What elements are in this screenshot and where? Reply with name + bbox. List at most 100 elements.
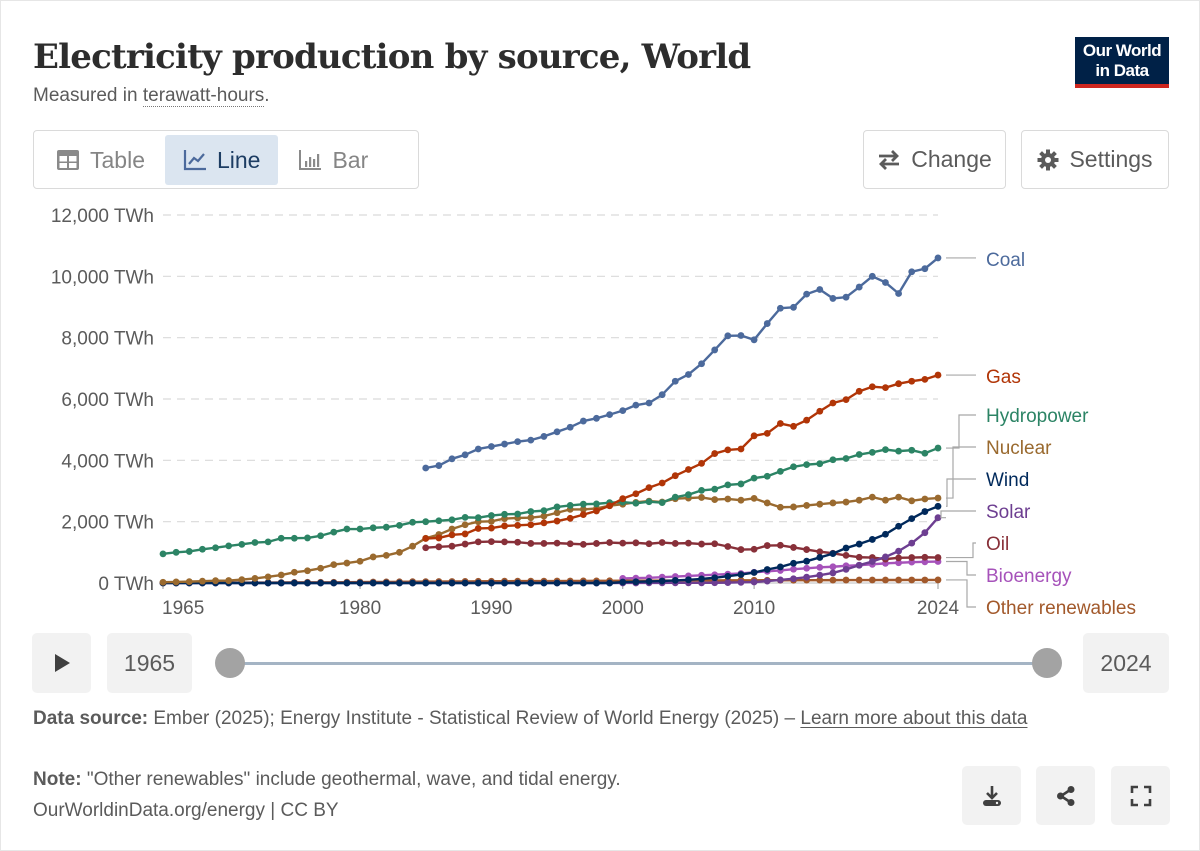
fullscreen-icon: [1130, 785, 1151, 806]
y-tick-label: 0 TWh: [98, 574, 154, 595]
data-point: [829, 456, 837, 464]
data-point: [868, 558, 876, 565]
series-gas[interactable]: [422, 371, 942, 542]
legend-connector: [946, 542, 976, 559]
series-coal[interactable]: [422, 254, 942, 472]
legend-label-oil[interactable]: Oil: [986, 534, 1009, 555]
data-point: [685, 491, 692, 499]
data-point: [685, 576, 692, 584]
data-point: [514, 538, 522, 546]
data-point: [711, 346, 719, 354]
owid-logo[interactable]: Our World in Data: [1075, 37, 1169, 88]
data-point: [855, 283, 863, 291]
learn-more-link[interactable]: Learn more about this data: [800, 708, 1028, 729]
legend-label-hydropower[interactable]: Hydropower: [986, 406, 1089, 427]
legend-label-nuclear[interactable]: Nuclear: [986, 438, 1052, 459]
timeline-start-handle[interactable]: [215, 648, 245, 678]
data-point: [658, 391, 666, 399]
data-point: [698, 486, 705, 494]
data-point: [750, 569, 758, 576]
series-oil[interactable]: [422, 538, 942, 563]
data-point: [750, 474, 758, 482]
data-point: [724, 481, 732, 489]
data-source: Data source: Ember (2025); Energy Instit…: [33, 707, 1143, 731]
timeline-track[interactable]: [229, 662, 1047, 665]
data-point: [842, 396, 850, 404]
data-point: [619, 495, 627, 503]
data-point: [671, 540, 679, 547]
data-point: [816, 571, 824, 579]
tab-line[interactable]: Line: [164, 135, 279, 185]
data-point: [685, 371, 692, 378]
data-point: [803, 290, 811, 298]
data-point: [422, 535, 430, 542]
start-year-label[interactable]: 1965: [107, 633, 192, 693]
fullscreen-button[interactable]: [1111, 766, 1170, 825]
data-point: [895, 522, 902, 530]
data-point: [895, 290, 902, 297]
data-point: [356, 579, 364, 587]
legend-label-gas[interactable]: Gas: [986, 367, 1021, 388]
x-tick-label: 1990: [470, 598, 512, 619]
data-point: [527, 436, 535, 444]
data-point: [855, 576, 863, 584]
line-chart: 0 TWh 2,000 TWh 4,000 TWh 6,000 TWh 8,000 TW…: [51, 206, 1136, 619]
view-tabs: Table Line Bar: [33, 130, 419, 189]
data-point: [776, 467, 784, 475]
data-point: [435, 579, 443, 587]
data-point: [921, 449, 929, 457]
timeline-end-handle[interactable]: [1032, 648, 1062, 678]
data-point: [816, 548, 824, 556]
tab-bar[interactable]: Bar: [280, 135, 386, 185]
data-point: [842, 565, 850, 573]
data-point: [829, 576, 837, 584]
data-point: [606, 579, 614, 587]
data-point: [185, 548, 193, 555]
data-point: [435, 543, 443, 551]
unit-link[interactable]: terawatt-hours: [142, 85, 265, 107]
end-year-label[interactable]: 2024: [1083, 633, 1169, 693]
data-point: [212, 544, 219, 552]
data-point: [304, 579, 311, 587]
data-point: [501, 579, 508, 587]
y-tick-label: 2,000 TWh: [61, 513, 154, 534]
share-button[interactable]: [1036, 766, 1095, 825]
data-point: [606, 411, 614, 419]
legend-label-other-renewables[interactable]: Other renewables: [986, 598, 1136, 619]
data-point: [540, 540, 548, 547]
subtitle-suffix: .: [264, 85, 270, 106]
legend-label-wind[interactable]: Wind: [986, 470, 1029, 491]
tab-table[interactable]: Table: [38, 135, 163, 185]
series-hydropower[interactable]: [159, 444, 942, 558]
settings-button[interactable]: Settings: [1021, 130, 1169, 189]
series-other-renewables[interactable]: [159, 576, 942, 587]
data-point: [317, 564, 325, 572]
note-text: "Other renewables" include geothermal, w…: [81, 769, 621, 790]
data-point: [448, 516, 456, 524]
data-point: [474, 525, 482, 532]
data-point: [579, 579, 587, 587]
data-point: [251, 539, 259, 546]
legend-label-solar[interactable]: Solar: [986, 502, 1031, 523]
data-point: [277, 534, 285, 542]
data-point: [855, 451, 863, 458]
note: Note: "Other renewables" include geother…: [33, 769, 621, 791]
data-point: [934, 576, 942, 584]
legend-label-bioenergy[interactable]: Bioenergy: [986, 566, 1072, 587]
settings-label: Settings: [1069, 146, 1153, 172]
play-button[interactable]: [32, 633, 91, 693]
data-point: [317, 579, 325, 587]
data-point: [264, 579, 272, 587]
data-point: [737, 571, 745, 578]
data-point: [724, 579, 732, 587]
data-point: [842, 576, 850, 584]
data-point: [763, 542, 771, 549]
download-button[interactable]: [962, 766, 1021, 825]
data-point: [671, 493, 679, 501]
data-point: [514, 521, 522, 529]
data-point: [632, 499, 640, 507]
legend-label-coal[interactable]: Coal: [986, 250, 1025, 271]
data-point: [593, 579, 600, 587]
data-point: [382, 552, 390, 559]
change-entity-button[interactable]: Change: [863, 130, 1006, 189]
